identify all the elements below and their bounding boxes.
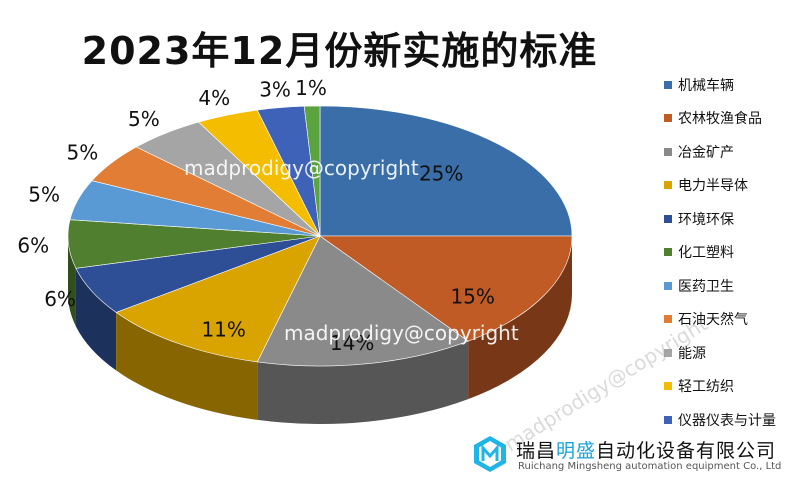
company-name-en: Ruichang Mingsheng automation equipment …: [518, 461, 782, 472]
legend-label: 农林牧渔食品: [678, 111, 762, 128]
legend-swatch: [664, 248, 672, 257]
legend-item: 机械车辆: [664, 68, 776, 102]
watermark-1: madprodigy@copyright: [184, 156, 419, 180]
legend-item: 仪器仪表与计量: [664, 403, 776, 437]
legend-item: 冶金矿产: [664, 135, 776, 169]
company-logo-icon: [474, 436, 506, 472]
legend-item: 电力半导体: [664, 169, 776, 203]
legend-swatch: [664, 114, 672, 123]
legend-label: 仪器仪表与计量: [678, 412, 776, 429]
legend-label: 轻工纺织: [678, 379, 734, 396]
pie-label-5: 6%: [44, 287, 76, 311]
pie-side-6: [68, 236, 76, 327]
legend-swatch: [664, 415, 672, 424]
legend-item: 化工塑料: [664, 236, 776, 270]
legend-swatch: [664, 147, 672, 156]
company-name: 瑞昌明盛自动化设备有限公司: [516, 440, 777, 462]
pie-label-1: 25%: [419, 161, 463, 185]
pie-side-5: [75, 268, 117, 371]
legend-label: 冶金矿产: [678, 144, 734, 161]
legend-swatch: [664, 80, 672, 89]
legend-swatch: [664, 214, 672, 223]
legend-swatch: [664, 315, 672, 324]
legend-item: 农林牧渔食品: [664, 102, 776, 136]
legend-label: 机械车辆: [678, 77, 734, 94]
legend-label: 化工塑料: [678, 245, 734, 262]
pie-slice-12: [303, 105, 321, 237]
pie-label-8: 5%: [67, 141, 99, 165]
pie-label-11: 3%: [259, 78, 291, 102]
legend-label: 石油天然气: [678, 312, 748, 329]
legend-label: 医药卫生: [678, 278, 734, 295]
pie-slice-2: [319, 235, 573, 342]
pie-label-3: 14%: [330, 331, 374, 355]
pie-label-7: 5%: [28, 183, 60, 207]
pie-label-4: 11%: [201, 317, 245, 341]
legend-label: 环境环保: [678, 211, 734, 228]
watermark-2: madprodigy@copyright: [284, 321, 519, 345]
pie-label-12: 1%: [295, 76, 327, 100]
chart-title: 2023年12月份新实施的标准: [81, 29, 598, 73]
legend: 机械车辆农林牧渔食品 冶金矿产电力半导体环境环保化工塑料医药卫生石油天然气能源轻工…: [664, 68, 776, 437]
legend-item: 能源: [664, 336, 776, 370]
legend-item: 环境环保: [664, 202, 776, 236]
company-branding: 瑞昌明盛自动化设备有限公司 Ruichang Mingsheng automat…: [470, 432, 799, 479]
pie-side-2: [468, 236, 572, 400]
legend-label: 能源: [678, 345, 706, 362]
pie-label-2: 15%: [450, 284, 494, 308]
pie-slice-1: [319, 105, 573, 237]
pie-side-4: [116, 312, 258, 420]
legend-item: 轻工纺织: [664, 370, 776, 404]
pie-label-10: 4%: [198, 86, 230, 110]
pie-label-6: 6%: [17, 233, 49, 257]
pie-slice-3: [256, 235, 469, 367]
legend-item: 石油天然气: [664, 303, 776, 337]
legend-swatch: [664, 281, 672, 290]
legend-swatch: [664, 181, 672, 190]
legend-label: 电力半导体: [678, 178, 748, 195]
legend-swatch: [664, 348, 672, 357]
pie-label-9: 5%: [128, 107, 160, 131]
pie-side-3: [257, 341, 469, 424]
pie-slice-4: [115, 235, 321, 363]
legend-swatch: [664, 382, 672, 391]
legend-item: 医药卫生: [664, 269, 776, 303]
